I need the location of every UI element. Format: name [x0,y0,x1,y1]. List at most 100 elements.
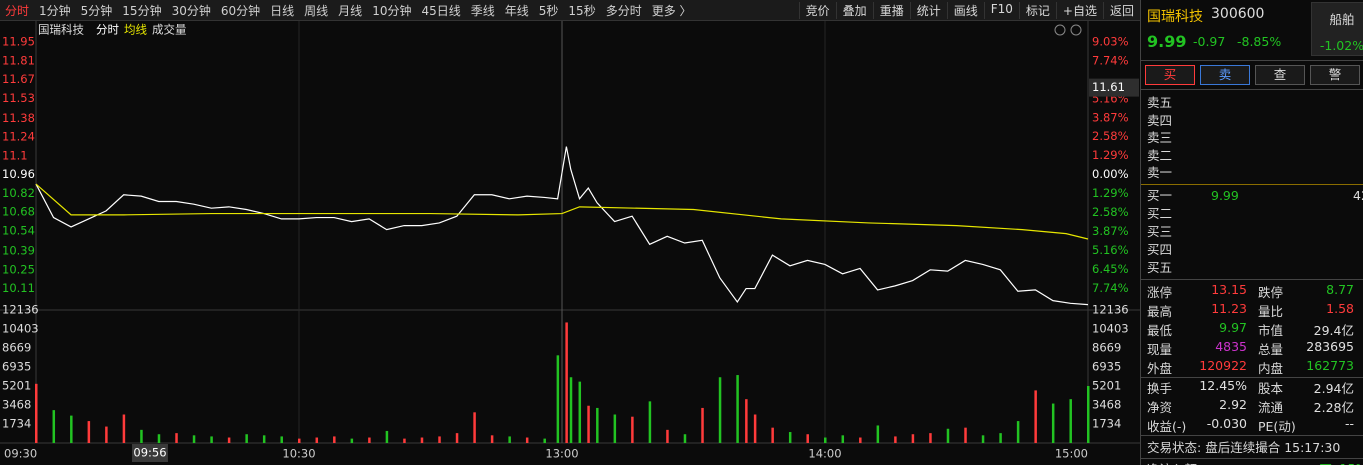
volume-bar [70,415,73,443]
volume-bar [596,407,599,443]
trade-status: 交易状态: 盘后连续撮合 15:17:30 [1141,434,1363,458]
tool-tab[interactable]: 竞价 [798,1,836,19]
period-tab[interactable]: 30分钟 [171,3,211,18]
volume-bar [806,434,809,443]
x-tick-label: 09:30 [4,447,37,461]
volume-tick-label: 12136 [1092,303,1129,317]
period-tab[interactable]: 日线 [270,3,295,18]
y-tick-label: 11.1 [2,148,28,162]
period-tab[interactable]: 季线 [470,3,495,18]
action-button[interactable]: 买 [1145,65,1195,85]
x-tick-label: 14:00 [808,447,841,461]
period-tab[interactable]: 1分钟 [39,3,71,18]
volume-bar [683,434,687,443]
volume-bar [981,435,985,443]
period-tab[interactable]: 15分钟 [122,3,162,18]
stat-cell: 最低 9.97 [1141,320,1252,339]
period-tab[interactable]: 5分钟 [80,3,113,18]
stat-cell: 股本 2.94亿 [1252,378,1363,397]
stat-cell: 外盘 120922 [1141,358,1252,377]
tool-tab[interactable]: 重播 [872,1,910,19]
stat-label: 市值 [1258,322,1284,338]
tool-tab[interactable]: F10 [983,1,1019,19]
stat-row: 收益(-) -0.030 PE(动) -- [1141,416,1363,435]
period-tab[interactable]: 多分时 [605,3,642,18]
legend-entry: 成交量 [152,23,187,37]
stat-cell: 最高 11.23 [1141,301,1252,320]
ask-book: 卖五 卖四 卖三 卖二 卖一 [1141,89,1363,184]
tool-tab[interactable]: 返回 [1102,1,1140,19]
action-button[interactable]: 警 [1310,65,1360,85]
stat-value: 283695 [1306,338,1354,354]
sector-name: 船舶 [1329,12,1355,27]
period-tab[interactable]: 分时 [5,3,30,18]
stat-cell: 跌停 8.77 [1252,282,1363,301]
y-tick-label: 10.11 [2,281,35,295]
period-tab[interactable]: 15秒 [568,3,596,18]
volume-bar [894,436,897,443]
tool-tab[interactable]: +自选 [1055,1,1103,19]
bid-level: 买二 [1147,205,1358,223]
tool-tab[interactable]: 标记 [1018,1,1056,19]
volume-bar [587,405,590,443]
sector-box[interactable]: 船舶 -1.02% [1311,2,1363,56]
volume-bar [315,437,319,443]
legend-entry: 均线 [124,23,147,37]
volume-tick-label: 6935 [2,359,31,373]
volume-bar [455,433,459,443]
action-button[interactable]: 卖 [1200,65,1250,85]
action-button[interactable]: 查 [1255,65,1305,85]
stat-row: 现量 4835 总量 283695 [1141,339,1363,358]
y-tick-label: 11.24 [2,130,35,144]
flow-pct: -15% [1335,461,1363,465]
stat-value: 29.4亿 [1313,322,1354,338]
ask-level: 卖三 [1147,130,1173,145]
period-tab[interactable]: 月线 [338,3,363,18]
volume-bar [385,430,389,443]
period-tab[interactable]: 周线 [304,3,329,18]
period-tab[interactable]: 更多 〉 [651,3,692,18]
bid-label: 买二 [1147,205,1173,221]
y-tick-label: 10.54 [2,223,35,237]
bid-level: 买四 [1147,241,1358,259]
volume-bar [525,437,529,443]
volume-bar [210,436,213,443]
volume-bar [157,434,161,443]
stat-row: 净资 2.92 流通 2.28亿 [1141,397,1363,416]
quote-header: 国瑞科技 300600 船舶 -1.02% 9.99 -0.97 -8.85% [1141,0,1363,60]
period-tab[interactable]: 60分钟 [220,3,261,18]
chart: 11.95 11.81 11.67 11.53 11.38 11.24 11.1 10.96 1… [0,20,1140,462]
stat-label: 净资 [1147,399,1173,415]
period-tab[interactable]: 10分钟 [372,3,412,18]
volume-bar [788,432,792,443]
y-tick-label: 10.96 [2,167,35,181]
stat-value: 2.92 [1219,396,1247,412]
volume-bar [1051,403,1055,443]
period-tab[interactable]: 5秒 [538,3,559,18]
stat-value: 2.28亿 [1313,399,1354,415]
y2-tick-label: 1.29% [1092,186,1129,200]
period-tab[interactable]: 45日线 [421,3,461,18]
tool-tab[interactable]: 画线 [946,1,984,19]
stat-value: 11.23 [1211,300,1247,316]
legend-entry: 分时 [96,23,119,37]
tool-tab[interactable]: 叠加 [835,1,873,19]
last-price: 9.99 [1147,32,1187,51]
y2-tick-label: 6.45% [1092,262,1129,276]
bid-price: 9.99 [1211,187,1239,203]
tool-tab[interactable]: 统计 [909,1,947,19]
ask-level: 卖五 [1147,95,1173,110]
stat-row: 换手 12.45% 股本 2.94亿 [1141,376,1363,397]
volume-tick-label: 8669 [1092,340,1121,354]
bid-level: 买三 [1147,223,1358,241]
stat-label: 股本 [1258,380,1284,396]
volume-bar [929,433,932,443]
y-tick-label: 10.39 [2,244,35,258]
volume-tick-label: 3468 [2,397,31,411]
stat-row: 外盘 120922 内盘 162773 [1141,358,1363,377]
ask-level: 卖一 [1147,165,1173,180]
period-tab[interactable]: 年线 [504,3,529,18]
stat-label: 现量 [1147,341,1173,357]
stat-label: 外盘 [1147,360,1173,376]
